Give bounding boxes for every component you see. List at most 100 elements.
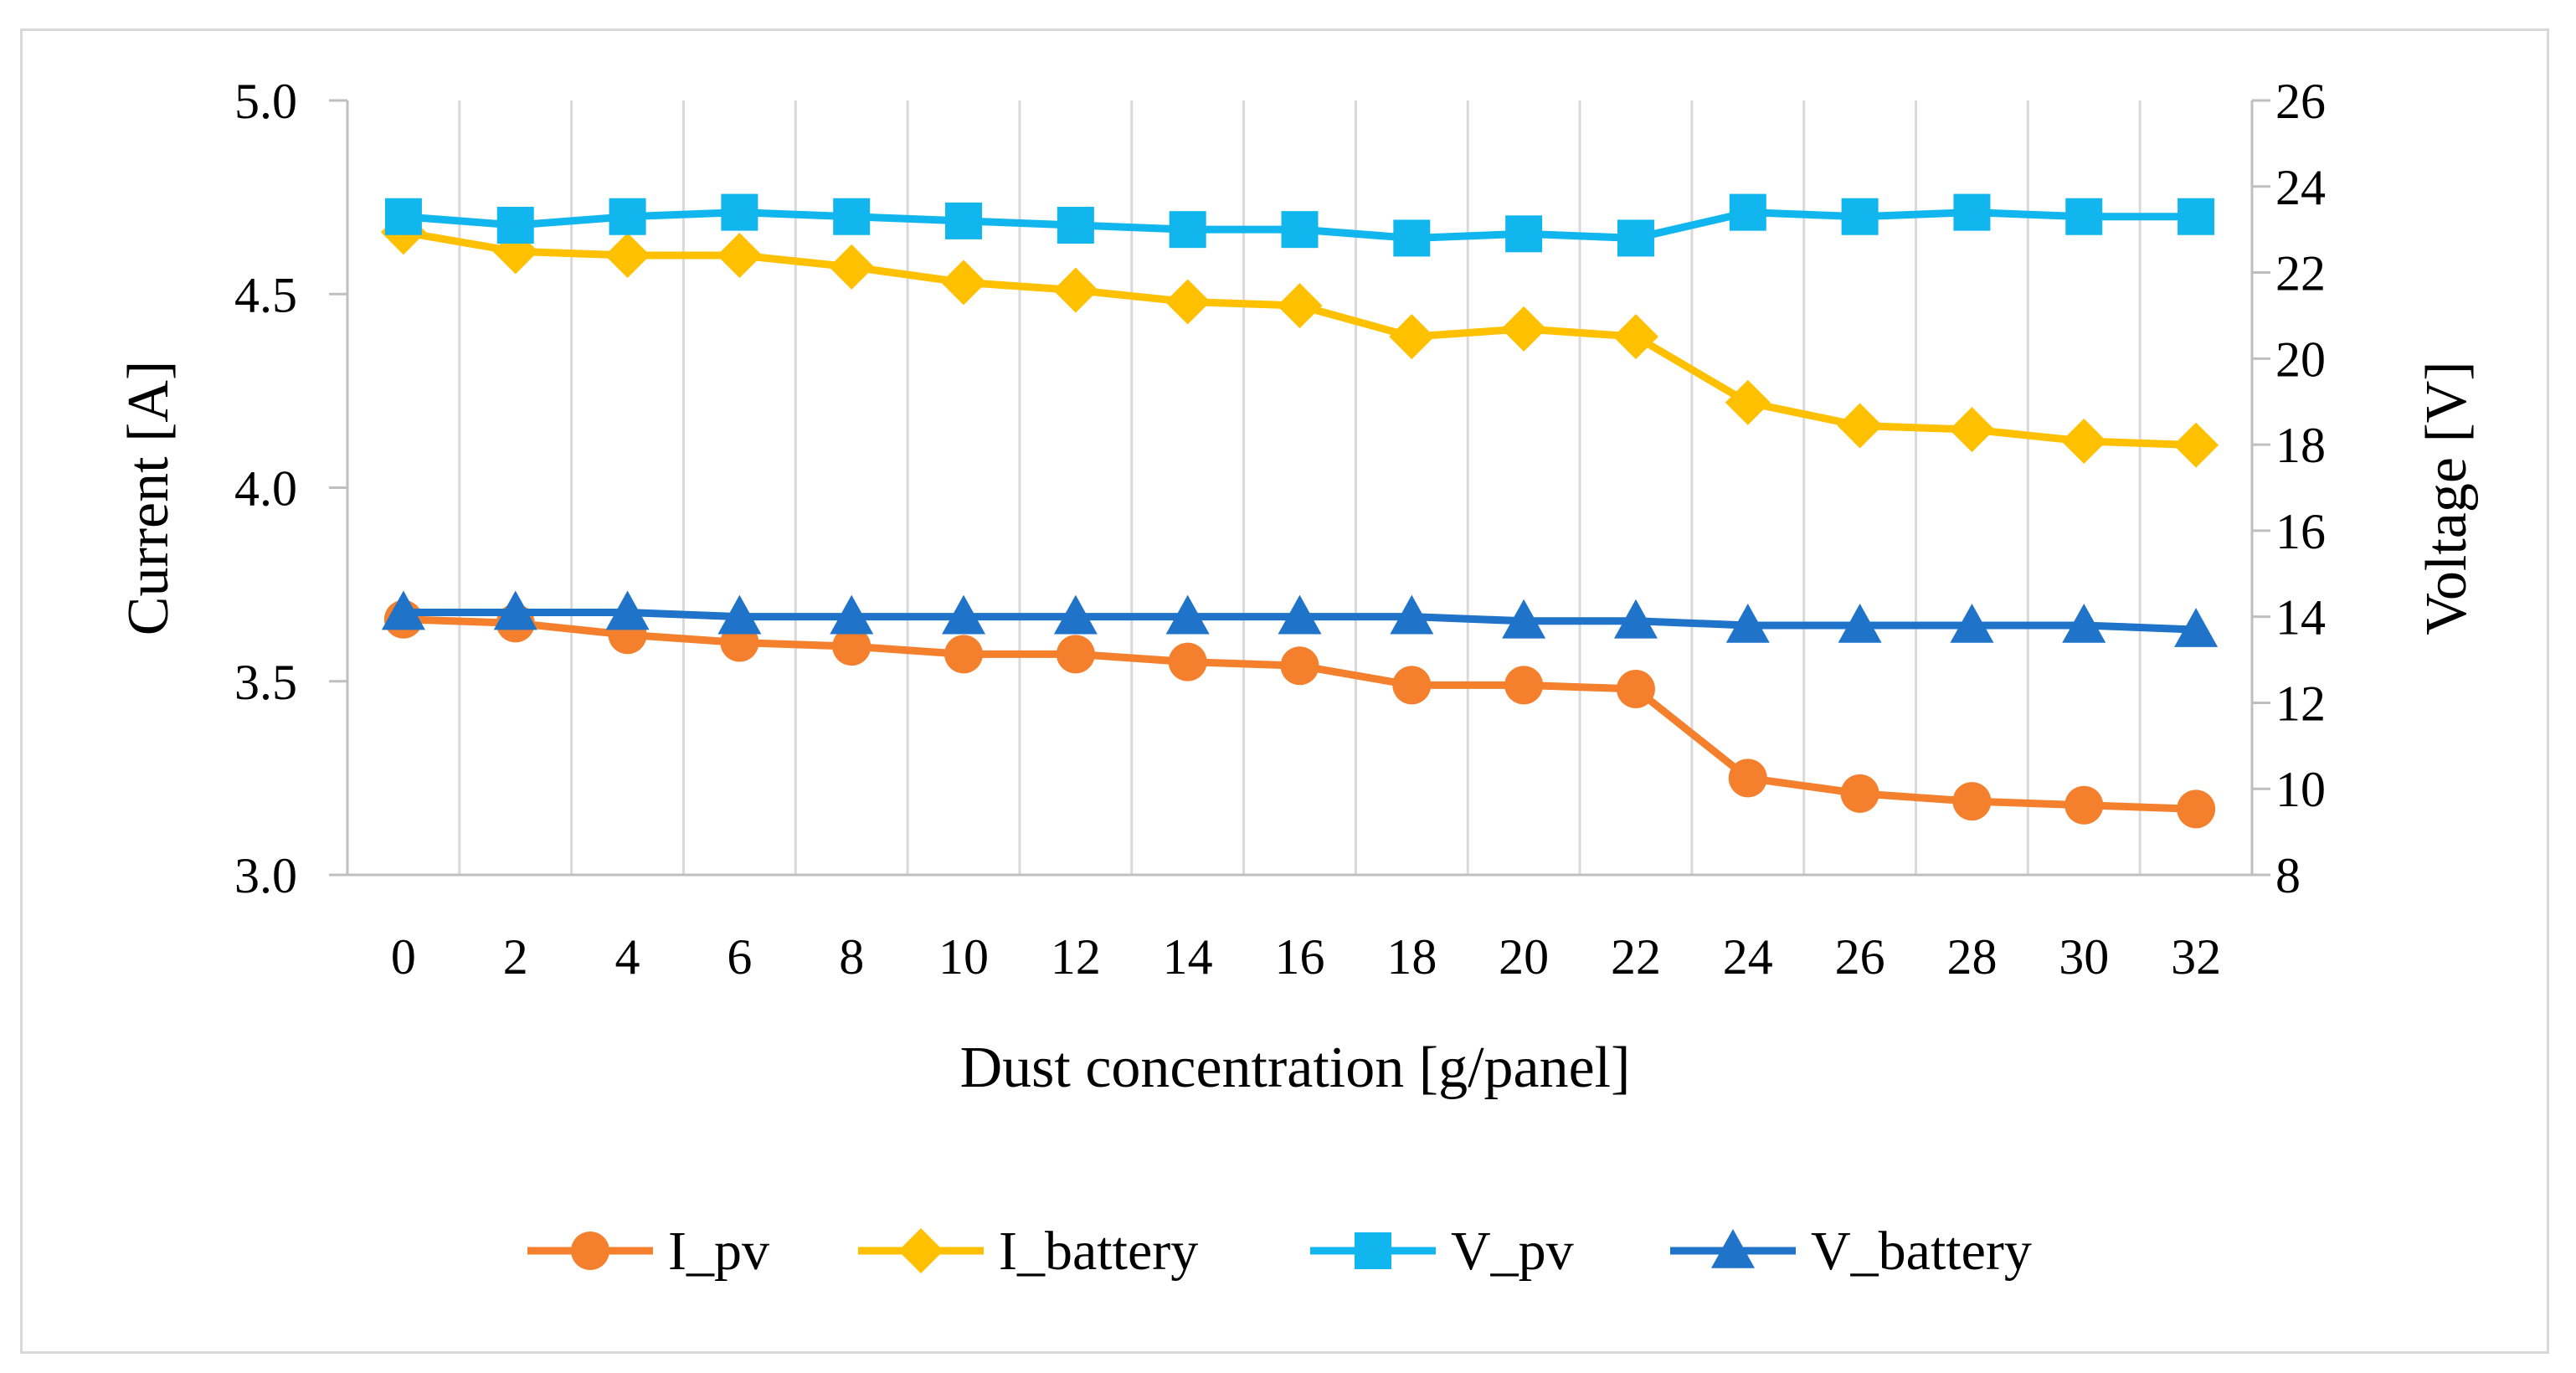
data-point-V_battery: [1390, 594, 1434, 635]
data-point-I_pv: [1392, 666, 1432, 705]
legend-marker: [1355, 1232, 1391, 1269]
data-point-V_pv: [1393, 219, 1431, 257]
data-point-I_pv: [1056, 635, 1095, 674]
y-axis-right-title: Voltage [V]: [2414, 361, 2479, 635]
y-axis-left-title: Current [A]: [116, 361, 181, 636]
data-point-V_battery: [942, 594, 986, 635]
chart-frame: [20, 28, 2549, 1354]
data-point-I_pv: [2177, 789, 2216, 829]
legend-marker: [898, 1228, 944, 1273]
data-point-V_battery: [1278, 594, 1322, 635]
data-point-V_pv: [945, 202, 983, 239]
data-point-I_battery: [1277, 283, 1323, 329]
y-right-tick-label: 20: [2275, 332, 2326, 387]
x-tick-label: 26: [1835, 929, 1885, 985]
data-point-V_battery: [2062, 603, 2106, 643]
x-tick-label: 2: [503, 929, 528, 985]
legend-item: V_battery: [1670, 1221, 2032, 1282]
data-point-V_pv: [1729, 193, 1766, 231]
x-tick-label: 24: [1723, 929, 1773, 985]
y-right-tick-label: 10: [2275, 762, 2326, 817]
data-point-I_battery: [2061, 419, 2107, 464]
data-point-I_battery: [1501, 306, 1547, 352]
data-point-V_battery: [717, 594, 762, 635]
data-point-I_battery: [604, 233, 650, 278]
data-point-V_pv: [2065, 198, 2103, 235]
data-point-V_battery: [1950, 603, 1994, 643]
x-tick-label: 10: [938, 929, 989, 985]
legend-label: I_pv: [668, 1221, 769, 1282]
x-tick-label: 12: [1051, 929, 1101, 985]
data-point-I_battery: [1949, 407, 1995, 453]
x-tick-label: 28: [1946, 929, 1997, 985]
data-point-V_battery: [1502, 599, 1546, 639]
y-right-tick-label: 16: [2275, 504, 2326, 559]
y-right-tick-label: 18: [2275, 418, 2326, 473]
data-point-I_pv: [1840, 774, 1879, 813]
legend-marker: [1711, 1229, 1755, 1268]
data-point-V_battery: [493, 590, 537, 630]
data-point-V_battery: [381, 590, 425, 630]
y-right-tick-label: 24: [2275, 160, 2326, 215]
data-point-I_battery: [1052, 267, 1098, 313]
data-point-V_battery: [1613, 599, 1658, 639]
x-tick-label: 30: [2059, 929, 2109, 985]
data-point-I_battery: [1389, 314, 1435, 360]
data-point-V_pv: [609, 198, 646, 235]
data-point-V_pv: [2178, 198, 2215, 235]
data-point-V_pv: [1169, 211, 1206, 249]
data-point-V_pv: [721, 193, 758, 231]
legend-label: V_pv: [1451, 1221, 1574, 1282]
legend-marker: [571, 1232, 609, 1270]
y-left-tick-label: 3.5: [234, 655, 297, 710]
data-point-V_battery: [1165, 594, 1210, 635]
data-point-V_battery: [2174, 608, 2219, 647]
legend-item: I_pv: [527, 1221, 769, 1282]
data-point-I_battery: [1837, 403, 1883, 449]
data-point-I_battery: [1612, 314, 1658, 360]
y-right-tick-label: 26: [2275, 74, 2326, 129]
data-point-I_pv: [1168, 642, 1207, 681]
data-point-I_battery: [717, 233, 763, 278]
data-point-V_pv: [1057, 207, 1094, 244]
data-point-V_battery: [1838, 603, 1882, 643]
data-point-I_pv: [2064, 785, 2104, 825]
data-point-V_pv: [496, 207, 534, 244]
data-point-I_pv: [1616, 670, 1655, 708]
y-left-tick-label: 3.0: [234, 848, 297, 903]
data-point-I_pv: [1728, 758, 1767, 798]
data-point-I_pv: [1504, 666, 1544, 705]
x-tick-label: 18: [1386, 929, 1437, 985]
x-tick-label: 32: [2171, 929, 2221, 985]
x-tick-label: 14: [1163, 929, 1213, 985]
data-point-I_battery: [1165, 279, 1211, 325]
y-left-tick-label: 4.0: [234, 461, 297, 517]
legend-label: I_battery: [999, 1221, 1198, 1282]
data-point-I_battery: [829, 244, 875, 290]
x-tick-label: 22: [1611, 929, 1661, 985]
x-tick-label: 6: [727, 929, 752, 985]
x-tick-label: 4: [615, 929, 640, 985]
x-tick-label: 16: [1275, 929, 1325, 985]
y-right-tick-label: 8: [2275, 848, 2301, 903]
data-point-V_battery: [1725, 603, 1770, 643]
data-point-I_pv: [944, 635, 984, 674]
y-right-tick-label: 22: [2275, 246, 2326, 301]
x-axis-title: Dust concentration [g/panel]: [960, 1036, 1631, 1100]
series-V_pv: [384, 193, 2215, 257]
data-point-I_pv: [1280, 646, 1319, 686]
y-right-tick-label: 12: [2275, 676, 2326, 731]
x-tick-label: 20: [1499, 929, 1549, 985]
data-point-I_battery: [2173, 422, 2219, 468]
series-V_battery: [381, 590, 2219, 647]
data-point-V_pv: [1617, 219, 1654, 257]
data-point-V_pv: [384, 198, 422, 235]
data-point-I_pv: [832, 627, 872, 666]
data-point-V_pv: [1281, 211, 1319, 249]
data-point-V_pv: [833, 198, 871, 235]
data-point-I_battery: [1725, 379, 1771, 425]
legend-label: V_battery: [1811, 1221, 2032, 1282]
data-point-I_pv: [1952, 782, 1992, 821]
